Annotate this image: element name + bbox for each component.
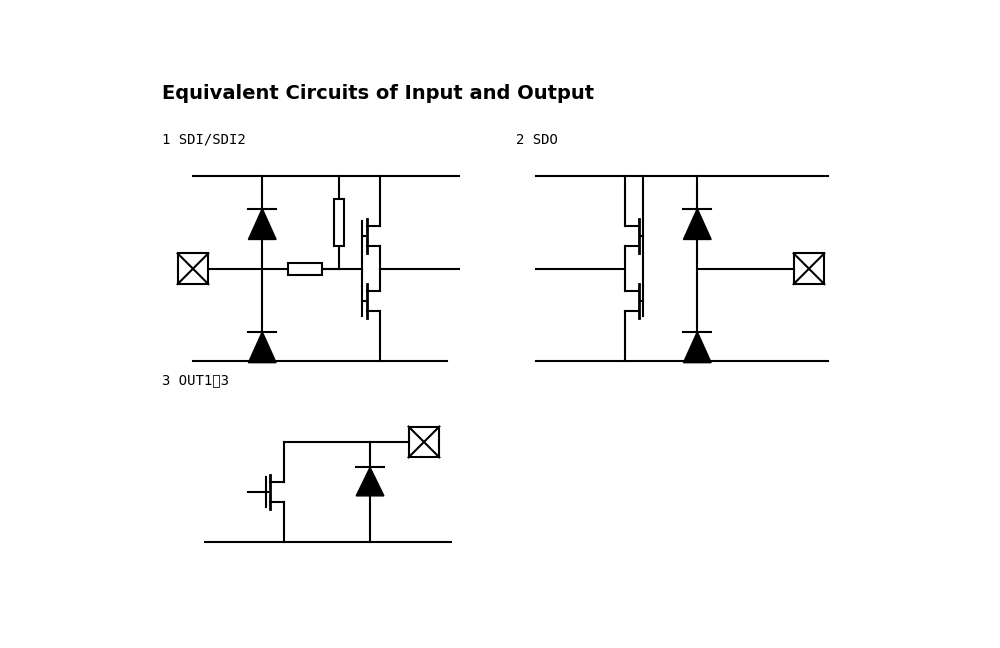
Bar: [794, 253, 824, 284]
Bar: [178, 253, 208, 284]
Polygon shape: [248, 209, 276, 240]
Bar: [409, 426, 439, 457]
Polygon shape: [248, 332, 276, 363]
Bar: [334, 200, 344, 246]
Bar: [288, 262, 322, 275]
Polygon shape: [683, 332, 711, 363]
Text: Equivalent Circuits of Input and Output: Equivalent Circuits of Input and Output: [162, 84, 594, 103]
Text: 1 SDI/SDI2: 1 SDI/SDI2: [162, 133, 246, 147]
Polygon shape: [356, 467, 384, 496]
Text: 3 OUT1˃3: 3 OUT1˃3: [162, 373, 229, 388]
Polygon shape: [683, 209, 711, 240]
Text: 2 SDO: 2 SDO: [516, 133, 558, 147]
